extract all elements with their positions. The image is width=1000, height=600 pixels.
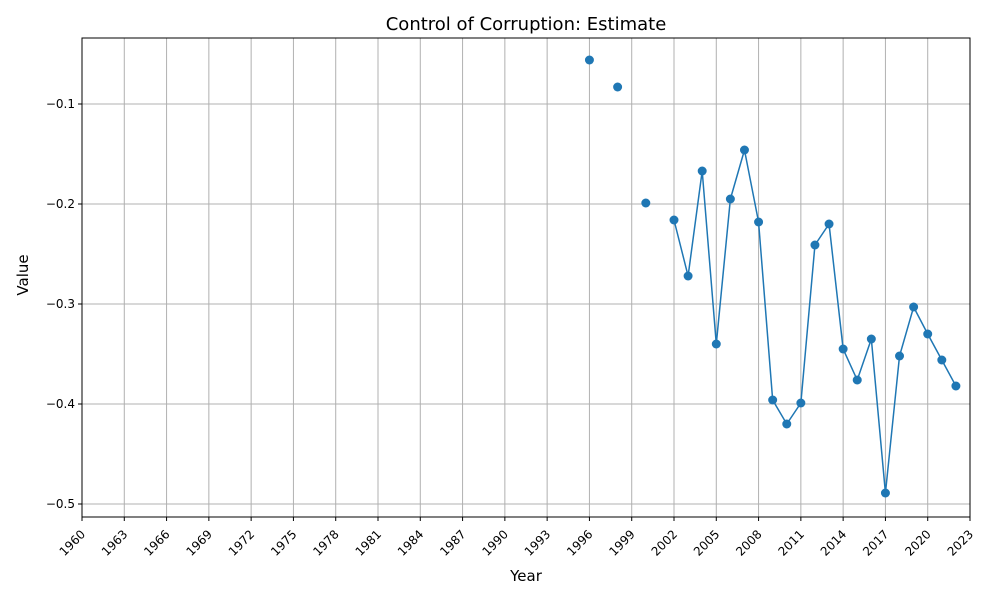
x-tick-label: 1990 [479,527,510,558]
data-point [810,240,820,250]
data-point [641,198,651,208]
x-tick-label: 2002 [649,527,680,558]
data-point [613,82,623,92]
x-tick-label: 1969 [183,527,214,558]
x-tick-label: 2017 [860,527,891,558]
y-axis-title: Value [14,254,32,295]
x-tick-label: 2023 [945,527,976,558]
data-point [782,419,792,429]
x-axis-ticks: 1960 1963 1966 1969 1972 1975 1978 1981 1984 1987… [57,517,976,559]
data-point [880,488,890,498]
data-point [866,334,876,344]
x-tick-label: 1984 [395,527,426,558]
x-tick-label: 1963 [99,527,130,558]
y-tick-label: −0.5 [46,497,75,511]
x-tick-label: 1987 [437,527,468,558]
data-point [754,217,764,227]
data-point [584,55,594,65]
x-tick-label: 2011 [775,527,806,558]
x-tick-label: 1993 [522,527,553,558]
x-tick-label: 1972 [226,527,257,558]
x-tick-label: 2014 [818,527,849,558]
data-point [697,166,707,176]
y-tick-label: −0.1 [46,97,75,111]
data-point [683,271,693,281]
data-point [796,398,806,408]
y-axis-ticks: −0.5 −0.4 −0.3 −0.2 −0.1 [46,97,82,511]
data-point [951,381,961,391]
y-tick-label: −0.4 [46,397,75,411]
data-point [852,375,862,385]
x-tick-label: 1981 [353,527,384,558]
x-axis-title: Year [509,567,543,585]
x-tick-label: 1960 [57,527,88,558]
x-tick-label: 1996 [564,527,595,558]
data-point [669,215,679,225]
y-tick-label: −0.3 [46,297,75,311]
x-tick-label: 1966 [141,527,172,558]
grid-lines [81,38,971,517]
y-tick-label: −0.2 [46,197,75,211]
x-tick-label: 1999 [606,527,637,558]
data-point [909,302,919,312]
data-point [937,355,947,365]
data-point [725,194,735,204]
data-point [895,351,905,361]
x-tick-label: 2020 [902,527,933,558]
data-points [584,55,961,498]
x-tick-label: 1978 [310,527,341,558]
data-point [923,329,933,339]
data-point [768,395,778,405]
x-tick-label: 2005 [691,527,722,558]
x-tick-label: 2008 [733,527,764,558]
data-point [824,219,834,229]
chart-title: Control of Corruption: Estimate [386,14,667,35]
data-point [838,344,848,354]
data-point [711,339,721,349]
data-point [739,145,749,155]
plot-frame [81,37,971,518]
x-tick-label: 1975 [268,527,299,558]
